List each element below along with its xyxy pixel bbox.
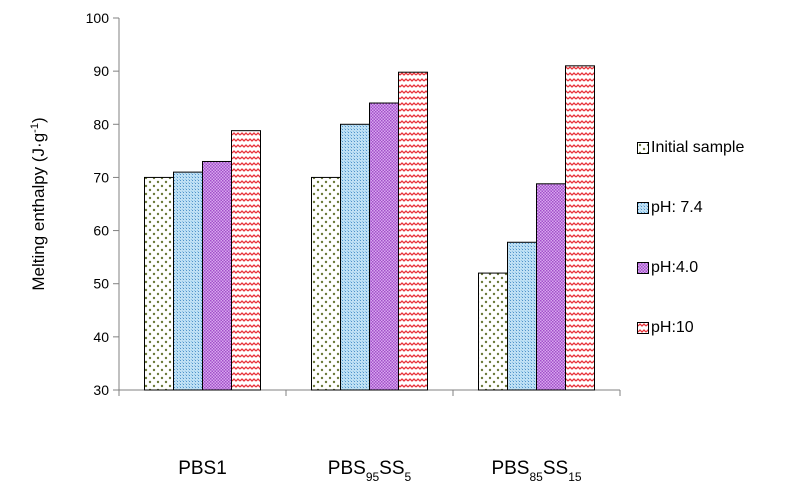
y-tick-label: 60	[93, 223, 109, 239]
y-tick-label: 40	[93, 329, 109, 345]
category-label: PBS95SS5	[328, 458, 412, 482]
y-tick-label: 90	[93, 63, 109, 79]
bar-ph-7-4-3	[507, 241, 537, 391]
bar-initial-sample-2	[311, 176, 341, 391]
bar-ph-10-3	[565, 65, 595, 391]
bar-ph-4-0-3	[536, 183, 566, 391]
legend-label: Initial sample	[651, 139, 745, 156]
legend-item: pH:10	[637, 319, 694, 337]
bar-ph-10-1	[231, 130, 261, 391]
bars	[144, 65, 595, 391]
y-tick-label: 70	[93, 169, 109, 185]
legend-swatch	[637, 202, 649, 214]
category-labels: PBS1 PBS95SS5 PBS85SS15	[178, 458, 582, 482]
category-label: PBS1	[178, 458, 227, 479]
bar-initial-sample-3	[478, 272, 508, 391]
y-tick-label: 50	[93, 276, 109, 292]
y-tick-label: 30	[93, 382, 109, 398]
y-axis-label: Melting enthalpy (J·g-1)	[29, 117, 48, 290]
x-ticks	[118, 390, 621, 396]
y-ticks: 30 40 50 60 70 80 90 100	[86, 10, 119, 398]
bar-ph-4-0-1	[202, 160, 232, 391]
category-label: PBS85SS15	[491, 458, 581, 482]
legend-swatch	[637, 322, 649, 334]
y-tick-label: 100	[86, 10, 110, 26]
legend-label: pH: 7.4	[651, 199, 703, 216]
bar-ph-10-2	[398, 71, 428, 391]
bar-ph-7-4-2	[340, 123, 370, 391]
legend-item: pH: 7.4	[637, 199, 703, 217]
legend-label: pH:10	[651, 319, 694, 336]
legend-item: pH:4.0	[637, 259, 698, 277]
legend-swatch	[637, 142, 649, 154]
legend-item: Initial sample	[637, 139, 744, 157]
bar-ph-4-0-2	[369, 102, 399, 391]
legend-swatch	[637, 262, 649, 274]
legend-label: pH:4.0	[651, 259, 699, 276]
y-tick-label: 80	[93, 116, 109, 132]
bar-ph-7-4-1	[173, 171, 203, 391]
legend: Initial sample pH: 7.4 pH:4.0 pH:10	[637, 0, 809, 482]
bar-initial-sample-1	[144, 176, 174, 391]
